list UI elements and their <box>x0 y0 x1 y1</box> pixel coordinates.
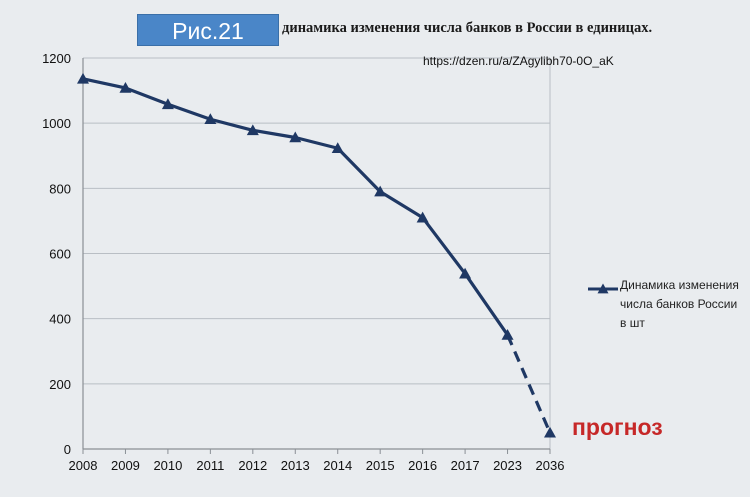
grid-lines <box>83 57 551 449</box>
y-tick-label: 800 <box>49 181 71 196</box>
data-point-2012 <box>246 124 259 136</box>
y-tick-label: 1000 <box>42 116 71 131</box>
legend-marker-triangle <box>597 283 609 294</box>
legend: Динамика изменения числа банков России в… <box>584 276 744 366</box>
x-tick-label: 2017 <box>451 458 480 473</box>
y-tick-label: 600 <box>49 247 71 262</box>
axes <box>82 58 551 454</box>
y-tick-label: 200 <box>49 377 71 392</box>
data-point-2013 <box>289 131 302 143</box>
x-tick-label: 2036 <box>536 458 565 473</box>
series-markers <box>77 72 556 438</box>
x-tick-label: 2013 <box>281 458 310 473</box>
series-line-actual <box>82 77 509 336</box>
x-tick-label: 2016 <box>408 458 437 473</box>
legend-entry-label: Динамика изменения числа банков России в… <box>620 278 739 330</box>
source-url: https://dzen.ru/a/ZAgylibh70-0O_aK <box>423 54 614 68</box>
x-tick-label: 2023 <box>493 458 522 473</box>
data-point-2010 <box>161 98 174 110</box>
forecast-label: прогноз <box>572 414 663 440</box>
x-tick-label: 2010 <box>153 458 182 473</box>
data-point-2015 <box>374 185 387 197</box>
data-point-2009 <box>119 81 132 93</box>
legend-marker <box>588 283 618 294</box>
x-tick-label: 2015 <box>366 458 395 473</box>
data-point-2011 <box>204 113 217 125</box>
data-point-2016 <box>416 211 429 223</box>
x-tick-label: 2014 <box>323 458 352 473</box>
y-tick-label: 0 <box>64 442 71 457</box>
x-tick-label: 2008 <box>69 458 98 473</box>
x-tick-label: 2012 <box>238 458 267 473</box>
y-tick-labels: 0 200 400 600 800 1000 1200 <box>42 51 71 457</box>
y-tick-label: 400 <box>49 312 71 327</box>
figure-label-badge: Рис.21 <box>137 14 279 46</box>
x-tick-labels: 2008 2009 2010 2011 2012 2013 2014 2015 2016 2017… <box>69 458 565 473</box>
y-tick-label: 1200 <box>42 51 71 66</box>
x-tick-label: 2011 <box>196 458 224 473</box>
chart-title: динамика изменения числа банков в России… <box>282 20 653 36</box>
data-point-2023 <box>501 328 514 340</box>
data-point-2014 <box>331 142 344 154</box>
data-point-2036 <box>544 426 556 438</box>
data-point-2008 <box>77 72 89 84</box>
data-point-2017 <box>459 267 472 279</box>
x-tick-label: 2009 <box>111 458 140 473</box>
series-line <box>82 77 552 434</box>
